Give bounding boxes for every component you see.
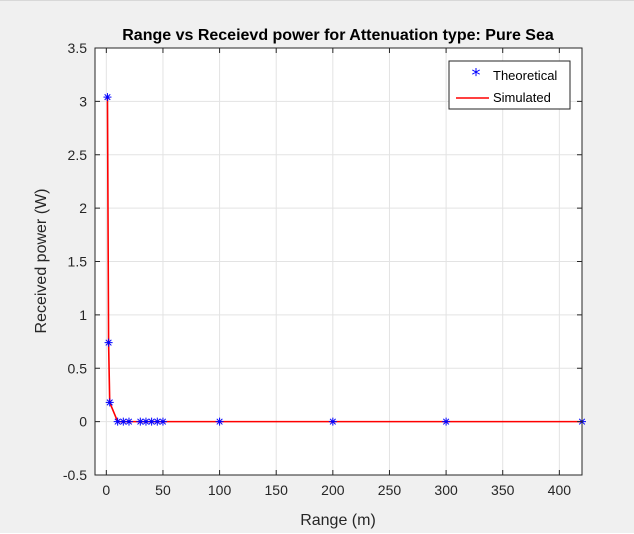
x-tick-label: 100 — [208, 482, 232, 498]
y-tick-label: 3.5 — [68, 40, 88, 56]
data-point-theoretical — [124, 417, 133, 426]
data-point-theoretical — [153, 417, 162, 426]
y-tick-label: 1.5 — [68, 254, 88, 270]
legend-box — [448, 60, 571, 110]
x-tick-label: 0 — [102, 482, 110, 498]
legend[interactable]: * Theoretical Simulated — [448, 60, 571, 110]
series-layer — [103, 93, 586, 426]
data-point-theoretical — [158, 417, 167, 426]
legend-asterisk-icon: * — [472, 65, 481, 86]
data-point-theoretical — [103, 93, 112, 102]
x-tick-label: 150 — [265, 482, 289, 498]
data-point-theoretical — [141, 417, 150, 426]
data-point-theoretical — [328, 417, 337, 426]
x-tick-label: 350 — [491, 482, 515, 498]
x-tick-label: 50 — [155, 482, 171, 498]
y-tick-label: 1 — [79, 307, 87, 323]
x-tick-label: 300 — [434, 482, 458, 498]
y-axis-label: Received power (W) — [33, 189, 50, 334]
ticks: 0 50 100 150 200 250 300 350 400 -0.5 0 0.5 1 1.5 2 2.5… — [63, 40, 582, 498]
data-point-theoretical — [105, 398, 114, 407]
x-tick-label: 200 — [321, 482, 345, 498]
y-tick-label: 2 — [79, 200, 87, 216]
data-point-theoretical — [104, 338, 113, 347]
y-tick-label: 2.5 — [68, 147, 88, 163]
y-tick-label: 3 — [79, 93, 87, 109]
legend-label-simulated: Simulated — [493, 90, 551, 105]
chart-title: Range vs Receievd power for Attenuation … — [122, 27, 554, 44]
x-tick-label: 400 — [548, 482, 572, 498]
x-axis-label: Range (m) — [300, 512, 376, 529]
y-tick-label: 0 — [79, 414, 87, 430]
data-point-theoretical — [215, 417, 224, 426]
data-point-theoretical — [442, 417, 451, 426]
y-tick-label: -0.5 — [63, 467, 87, 483]
legend-label-theoretical: Theoretical — [493, 68, 557, 83]
x-tick-label: 250 — [378, 482, 402, 498]
y-tick-label: 0.5 — [68, 360, 88, 376]
